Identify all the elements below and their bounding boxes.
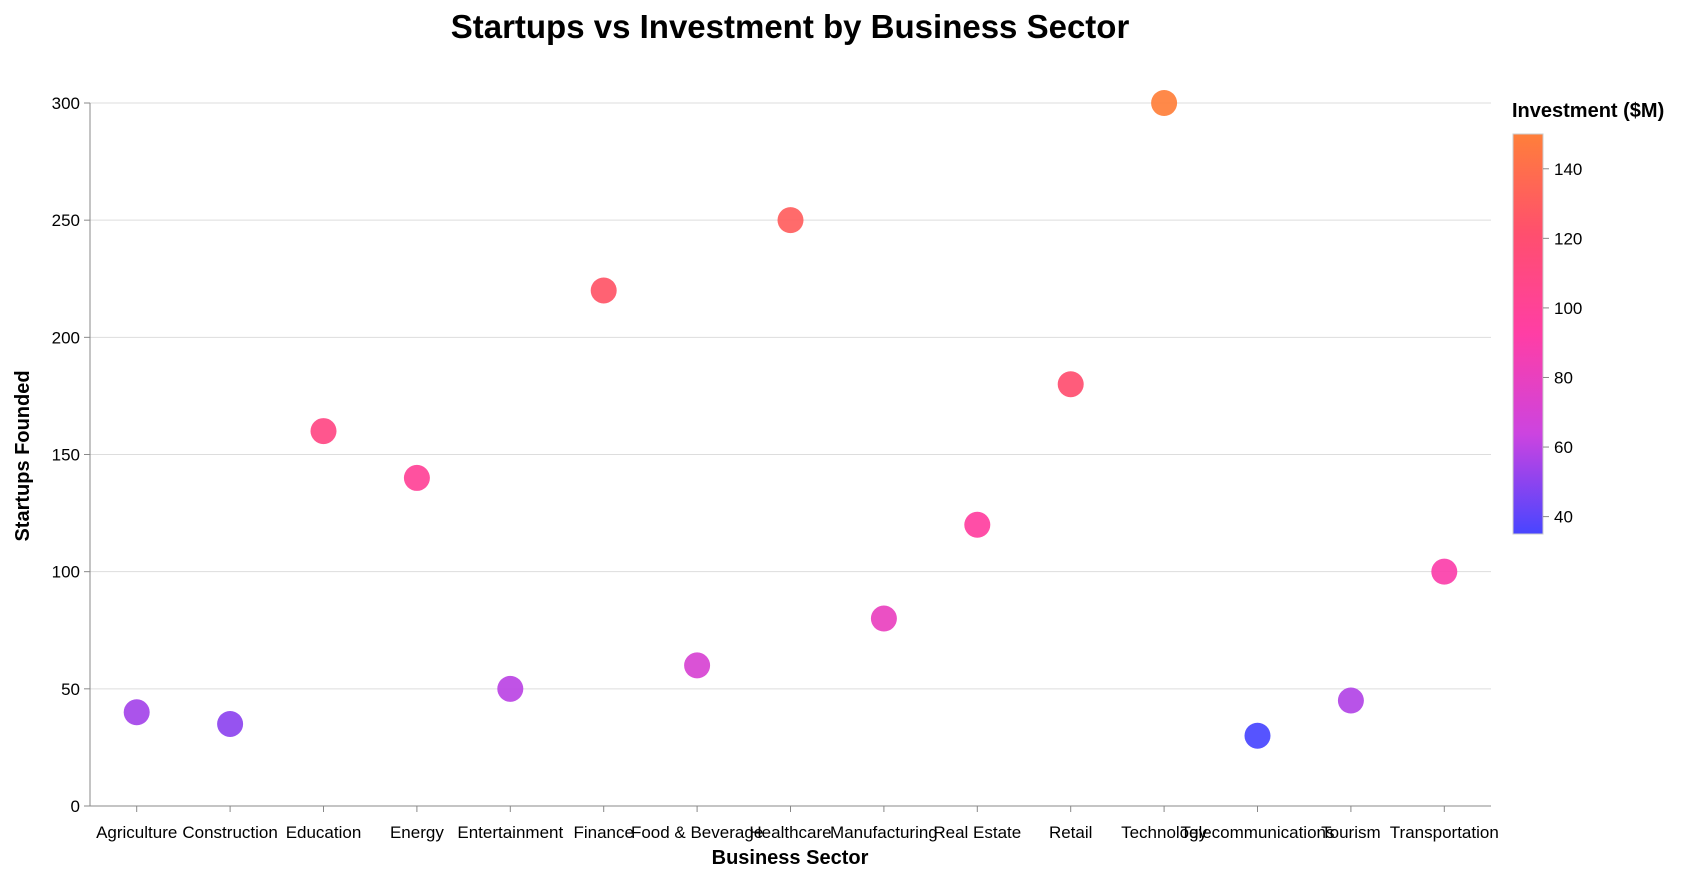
data-point[interactable] <box>1431 558 1458 585</box>
x-tick-label: Transportation <box>1390 823 1499 842</box>
chart-title: Startups vs Investment by Business Secto… <box>451 8 1130 45</box>
x-tick-label: Technology <box>1121 823 1208 842</box>
x-tick-label: Finance <box>573 823 633 842</box>
x-axis-title: Business Sector <box>712 847 869 869</box>
x-tick-label: Agriculture <box>96 823 177 842</box>
data-point[interactable] <box>870 605 897 632</box>
gridlines <box>90 102 1491 690</box>
data-point[interactable] <box>684 652 711 679</box>
x-tick-label: Tourism <box>1321 823 1381 842</box>
data-point[interactable] <box>1244 722 1271 749</box>
data-point[interactable] <box>777 207 804 234</box>
data-point[interactable] <box>1151 90 1178 116</box>
legend-tick-label: 140 <box>1554 160 1582 179</box>
x-tick-label: Real Estate <box>933 823 1021 842</box>
legend-color-bar <box>1512 133 1544 535</box>
legend-tick-label: 60 <box>1554 438 1573 457</box>
data-point[interactable] <box>1057 371 1084 398</box>
data-point[interactable] <box>310 418 337 445</box>
x-tick-label: Education <box>286 823 362 842</box>
x-tick-label: Food & Beverage <box>631 823 763 842</box>
x-tick-label: Construction <box>182 823 277 842</box>
y-tick-label: 250 <box>52 211 80 230</box>
y-tick-label: 300 <box>52 94 80 113</box>
y-tick-label: 0 <box>71 797 80 816</box>
axes: 0 50 100 150 200 250 300 Agriculture Constructio… <box>52 94 1499 842</box>
data-point[interactable] <box>403 464 430 491</box>
y-tick-label: 100 <box>52 563 80 582</box>
data-point[interactable] <box>217 710 244 737</box>
x-tick-label: Entertainment <box>457 823 563 842</box>
y-tick-label: 50 <box>61 680 80 699</box>
data-point[interactable] <box>123 699 150 726</box>
data-points <box>123 90 1458 749</box>
data-point[interactable] <box>590 277 617 304</box>
data-point[interactable] <box>1337 687 1364 714</box>
data-point[interactable] <box>497 675 524 702</box>
y-tick-label: 150 <box>52 446 80 465</box>
legend-tick-label: 40 <box>1554 508 1573 527</box>
legend-tick-label: 100 <box>1554 299 1582 318</box>
x-tick-label: Manufacturing <box>830 823 938 842</box>
y-axis-title: Startups Founded <box>12 370 34 541</box>
y-tick-label: 200 <box>52 328 80 347</box>
x-tick-label: Energy <box>390 823 444 842</box>
x-tick-label: Healthcare <box>749 823 831 842</box>
color-legend: Investment ($M) 40 60 80 100 120 140 <box>1512 100 1664 535</box>
x-tick-label: Telecommunications <box>1180 823 1334 842</box>
x-tick-label: Retail <box>1049 823 1092 842</box>
legend-tick-label: 80 <box>1554 368 1573 387</box>
legend-tick-label: 120 <box>1554 229 1582 248</box>
legend-title: Investment ($M) <box>1512 100 1664 122</box>
data-point[interactable] <box>964 511 991 538</box>
